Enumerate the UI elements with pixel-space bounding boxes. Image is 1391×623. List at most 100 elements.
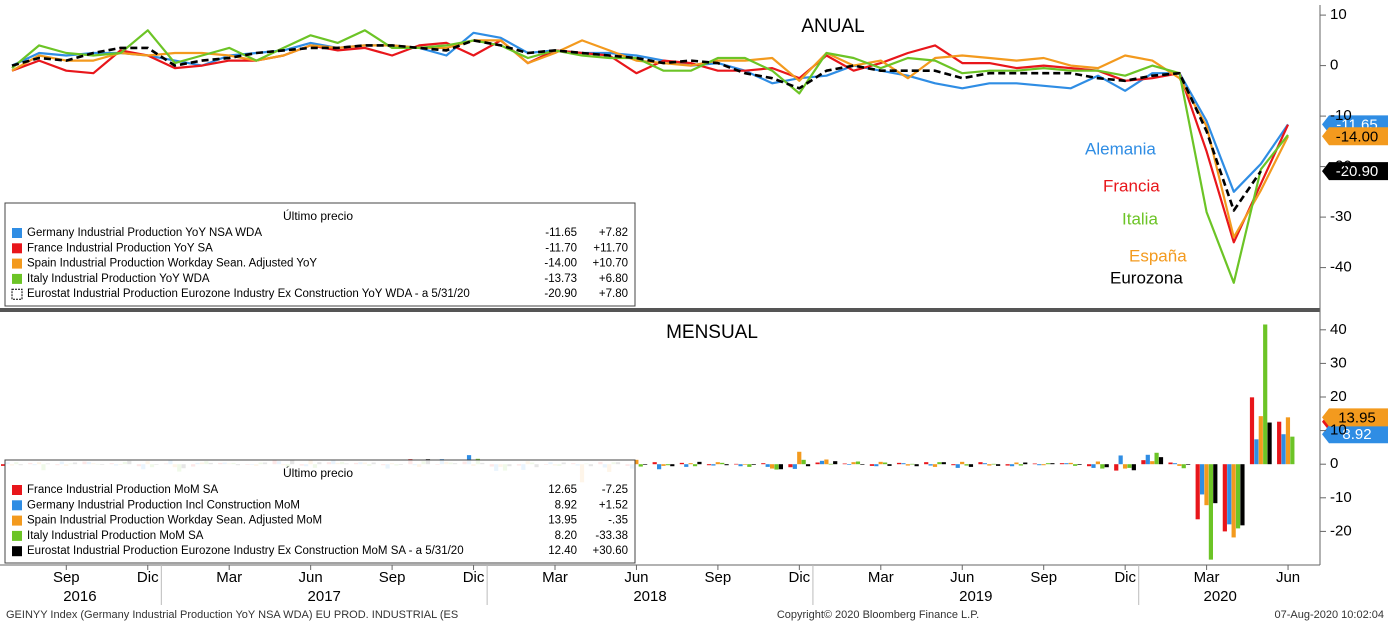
legend-label: Germany Industrial Production YoY NSA WD… (27, 227, 262, 239)
legend-last: -13.73 (544, 273, 577, 285)
bar (751, 464, 756, 465)
bar (692, 464, 698, 467)
bar (1037, 464, 1042, 466)
legend-change: +6.80 (599, 273, 628, 285)
bar (1087, 464, 1092, 467)
legend-last: 12.65 (548, 484, 577, 496)
y-tick-label: 0 (1330, 57, 1338, 74)
legend-swatch (12, 515, 22, 526)
bar (1073, 464, 1078, 466)
last-value-tag (1322, 425, 1388, 444)
x-tick-label: Mar (216, 569, 242, 586)
annotation: España (1129, 246, 1187, 265)
bar (801, 459, 806, 465)
bar (978, 462, 983, 465)
bar (770, 464, 775, 469)
legend-last: 13.95 (548, 515, 577, 527)
bar (1059, 463, 1065, 465)
bar (855, 461, 861, 465)
legend-swatch (12, 273, 22, 284)
bar (937, 462, 942, 465)
legend-last: 12.40 (548, 545, 577, 557)
bar (910, 463, 915, 465)
bar (996, 464, 1001, 466)
y-tick-label: -10 (1330, 489, 1352, 506)
y-tick-label: -20 (1330, 158, 1352, 175)
bar (896, 462, 902, 465)
x-tick-label: Sep (1030, 569, 1057, 586)
legend-change: +10.70 (593, 258, 629, 270)
bar (1277, 421, 1282, 465)
bar (828, 463, 833, 465)
bar (1032, 463, 1037, 465)
y-tick-label: 30 (1330, 354, 1347, 371)
bar (742, 464, 748, 465)
annotation: Italia (1122, 209, 1158, 228)
footer-copyright: Copyright© 2020 Bloomberg Finance L.P. (777, 609, 979, 621)
bar (679, 462, 684, 465)
bar (634, 459, 639, 465)
bar (1195, 464, 1200, 520)
legend-change: +7.82 (599, 227, 628, 239)
bar (1118, 455, 1123, 465)
legend-title: Último precio (283, 208, 353, 223)
bar (842, 463, 847, 465)
legend-label: Germany Industrial Production Incl Const… (27, 499, 300, 511)
bar (1018, 464, 1023, 466)
annotation: Francia (1103, 176, 1160, 195)
last-value-tag-label: 8.92 (1342, 426, 1371, 443)
x-year-label: 2016 (63, 588, 96, 605)
y-tick-label: -30 (1330, 208, 1352, 225)
line-series (11, 29, 1289, 284)
x-tick-label: Mar (1194, 569, 1220, 586)
legend-swatch (12, 228, 22, 238)
chart-title: ANUAL (801, 16, 864, 37)
bar (991, 463, 996, 465)
bar (815, 462, 820, 465)
bar (1186, 464, 1191, 465)
bar (1231, 464, 1236, 538)
legend-change: +1.52 (599, 499, 628, 511)
bar (738, 464, 743, 467)
bar (1145, 454, 1150, 465)
bar (688, 463, 693, 465)
bar (1227, 464, 1232, 525)
bar (982, 463, 987, 465)
legend-change: -.35 (608, 515, 628, 527)
footer-source: GEINYY Index (Germany Industrial Product… (6, 609, 458, 621)
x-tick-label: Dic (1114, 569, 1136, 586)
bar (847, 464, 852, 465)
legend-box (4, 459, 636, 564)
overlay-layer: -11.65 -14.00 -20.90 Último precio Germany I… (4, 115, 1388, 564)
bar (1122, 464, 1128, 469)
legend-last: -14.00 (544, 258, 577, 270)
legend-label: Spain Industrial Production Workday Sean… (27, 258, 317, 270)
last-value-tag-label: -14.00 (1336, 128, 1379, 145)
bar (1181, 464, 1186, 469)
x-year-label: 2017 (308, 588, 341, 605)
bar (1158, 457, 1164, 465)
bar (833, 461, 838, 465)
bar (1213, 464, 1218, 504)
line-series (11, 39, 1289, 244)
legend-swatch (12, 258, 22, 269)
bar (1208, 464, 1213, 560)
bar (960, 461, 965, 465)
bar (697, 461, 702, 465)
bar (1177, 464, 1182, 466)
x-tick-label: Jun (299, 569, 323, 586)
x-tick-label: Mar (542, 569, 568, 586)
bar (715, 462, 720, 465)
bar (1023, 462, 1028, 465)
bar (805, 464, 811, 467)
last-value-tag (1322, 408, 1388, 427)
legend-swatch (12, 485, 22, 495)
bar (1168, 462, 1173, 465)
legend-swatch (12, 500, 22, 511)
bar (1104, 464, 1109, 468)
legend-change: -33.38 (595, 530, 628, 542)
bar (1263, 324, 1268, 465)
bar (851, 462, 856, 465)
legend-label: Italy Industrial Production MoM SA (27, 530, 204, 542)
legend-last: 8.20 (555, 530, 577, 542)
